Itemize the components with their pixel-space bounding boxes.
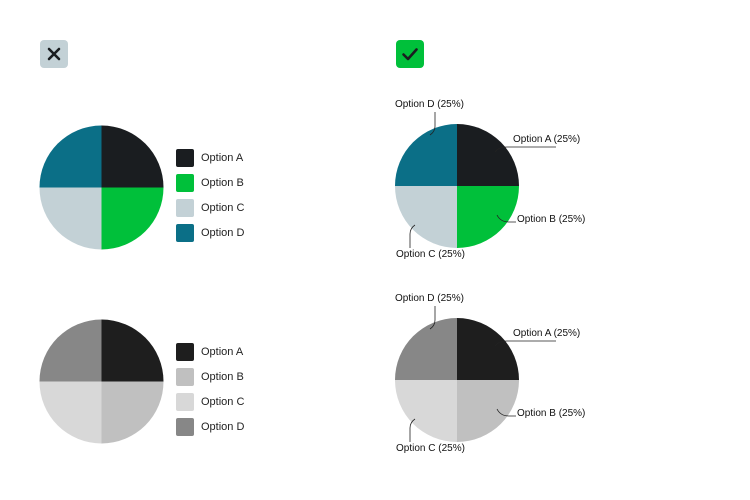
- callout-label: Option C (25%): [396, 443, 465, 454]
- legend-color-pie: Option A Option B Option C Option D: [176, 145, 244, 245]
- legend-swatch: [176, 342, 194, 361]
- pie-slice-option-c: [39, 187, 102, 250]
- legend-label: Option B: [201, 370, 244, 383]
- legend-label: Option B: [201, 176, 244, 189]
- legend-label: Option A: [201, 345, 244, 358]
- legend-label: Option C: [201, 201, 245, 214]
- callout-label: Option A (25%): [513, 328, 580, 339]
- callout-label: Option A (25%): [513, 134, 580, 145]
- do-badge: [396, 40, 424, 68]
- legend-label: Option D: [201, 226, 245, 239]
- pie-slice-option-b: [457, 380, 519, 442]
- pie-slice-option-a: [457, 124, 519, 186]
- legend-swatch: [176, 392, 194, 411]
- legend-swatch: [176, 417, 194, 436]
- callout-leader-line: [409, 418, 416, 442]
- pie-slice-option-d: [39, 125, 102, 188]
- callout-label: Option B (25%): [517, 408, 585, 419]
- legend-swatch: [176, 223, 194, 242]
- legend-item: Option C: [176, 389, 244, 414]
- close-icon: [47, 47, 61, 61]
- legend-item: Option D: [176, 414, 244, 439]
- pie-slice-option-c: [395, 380, 457, 442]
- legend-label: Option A: [201, 151, 244, 164]
- callout-label: Option D (25%): [395, 293, 464, 304]
- callout-label: Option D (25%): [395, 99, 464, 110]
- pie-slice-option-b: [101, 381, 164, 444]
- pie-slice-option-d: [39, 319, 102, 382]
- pie-slice-option-b: [101, 187, 164, 250]
- callout-label: Option C (25%): [396, 249, 465, 260]
- legend-swatch: [176, 367, 194, 386]
- pie-slice-option-d: [395, 124, 457, 186]
- callout-leader-line: [494, 340, 556, 347]
- pie-slice-option-a: [457, 318, 519, 380]
- legend-label: Option C: [201, 395, 245, 408]
- legend-gray-pie: Option A Option B Option C Option D: [176, 339, 244, 439]
- pie-slice-option-d: [395, 318, 457, 380]
- callout-leader-line: [494, 146, 556, 153]
- pie-slice-option-c: [395, 186, 457, 248]
- checkmark-icon: [402, 48, 418, 61]
- dont-badge: [40, 40, 68, 68]
- pie-slice-option-c: [39, 381, 102, 444]
- legend-item: Option D: [176, 220, 244, 245]
- pie-slice-option-a: [101, 125, 164, 188]
- legend-item: Option B: [176, 364, 244, 389]
- callout-label: Option B (25%): [517, 214, 585, 225]
- legend-item: Option C: [176, 195, 244, 220]
- pie-slice-option-b: [457, 186, 519, 248]
- callout-leader-line: [409, 224, 416, 248]
- callout-leader-line: [429, 306, 436, 330]
- callout-leader-line: [496, 214, 516, 223]
- legend-swatch: [176, 173, 194, 192]
- pie-slice-option-a: [101, 319, 164, 382]
- legend-swatch: [176, 148, 194, 167]
- callout-leader-line: [429, 112, 436, 136]
- legend-item: Option A: [176, 145, 244, 170]
- legend-label: Option D: [201, 420, 245, 433]
- legend-item: Option B: [176, 170, 244, 195]
- legend-swatch: [176, 198, 194, 217]
- callout-leader-line: [496, 408, 516, 417]
- legend-item: Option A: [176, 339, 244, 364]
